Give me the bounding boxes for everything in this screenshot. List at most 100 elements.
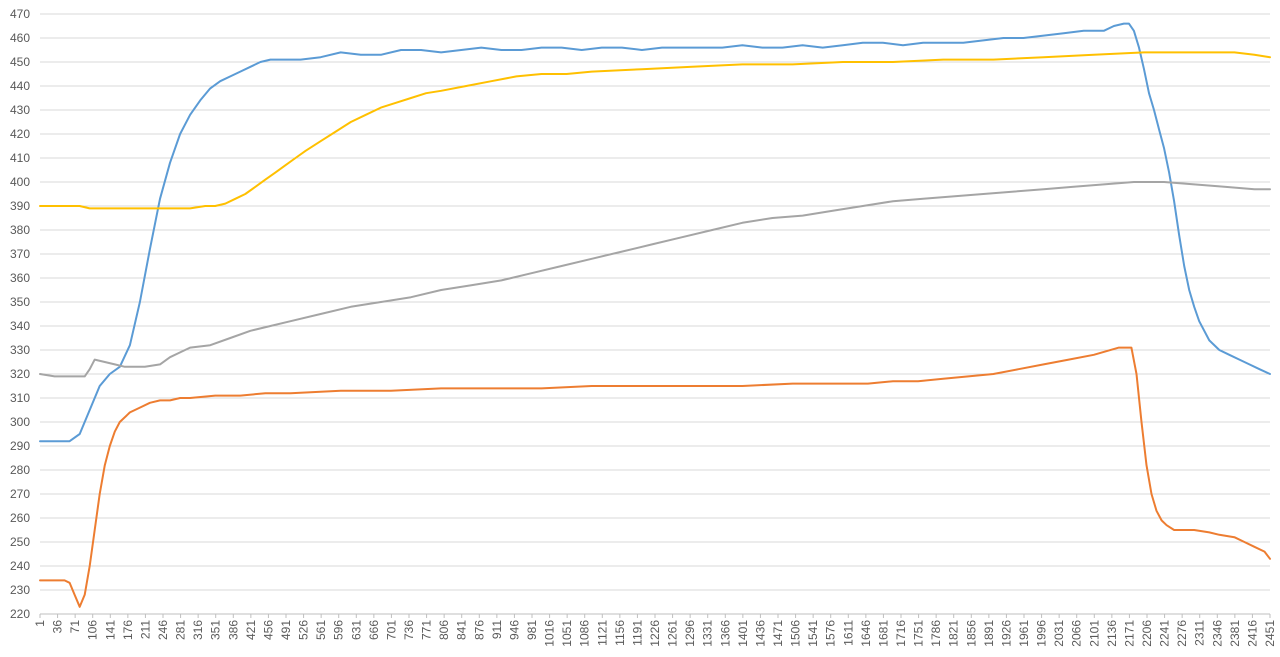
x-tick-label: 981 — [525, 620, 539, 640]
x-tick-label: 1296 — [683, 620, 697, 647]
y-tick-label: 470 — [10, 7, 30, 21]
x-tick-label: 421 — [244, 620, 258, 640]
y-tick-label: 450 — [10, 55, 30, 69]
x-tick-label: 2416 — [1245, 620, 1259, 647]
x-tick-label: 2101 — [1087, 620, 1101, 647]
x-tick-label: 736 — [402, 620, 416, 640]
x-tick-label: 1506 — [789, 620, 803, 647]
x-tick-label: 386 — [226, 620, 240, 640]
series-lines — [39, 22, 1271, 608]
x-tick-label: 1856 — [964, 620, 978, 647]
y-tick-label: 320 — [10, 367, 30, 381]
y-tick-label: 360 — [10, 271, 30, 285]
x-tick-label: 631 — [349, 620, 363, 640]
x-tick-label: 2136 — [1105, 620, 1119, 647]
y-axis-tick-labels: 220 230 240 250 260 270 280 290 300 310 320 330 340 3… — [10, 7, 30, 621]
y-tick-label: 310 — [10, 391, 30, 405]
x-tick-label: 1261 — [666, 620, 680, 647]
y-tick-label: 380 — [10, 223, 30, 237]
series-line-4 — [39, 51, 1271, 210]
x-tick-label: 1541 — [806, 620, 820, 647]
x-tick-label: 1646 — [859, 620, 873, 647]
x-tick-label: 2241 — [1158, 620, 1172, 647]
x-tick-label: 1 — [33, 620, 47, 627]
series-line-1 — [39, 22, 1271, 443]
y-tick-label: 440 — [10, 79, 30, 93]
x-tick-label: 1926 — [999, 620, 1013, 647]
series-line-3 — [39, 181, 1271, 378]
y-tick-label: 460 — [10, 31, 30, 45]
x-tick-label: 701 — [384, 620, 398, 640]
y-tick-label: 270 — [10, 487, 30, 501]
series-line-2 — [39, 346, 1271, 608]
y-tick-label: 220 — [10, 607, 30, 621]
x-tick-label: 1331 — [701, 620, 715, 647]
x-tick-label: 106 — [86, 620, 100, 640]
y-tick-label: 300 — [10, 415, 30, 429]
x-tick-label: 211 — [138, 620, 152, 639]
y-tick-label: 250 — [10, 535, 30, 549]
x-tick-label: 351 — [209, 620, 223, 640]
x-tick-label: 456 — [261, 620, 275, 640]
x-tick-label: 1961 — [1017, 620, 1031, 647]
y-tick-label: 430 — [10, 103, 30, 117]
x-tick-label: 771 — [420, 620, 434, 640]
x-tick-label: 1576 — [824, 620, 838, 647]
x-tick-label: 526 — [297, 620, 311, 640]
x-tick-label: 71 — [68, 620, 82, 634]
y-tick-label: 230 — [10, 583, 30, 597]
x-tick-label: 2276 — [1175, 620, 1189, 647]
x-tick-label: 911 — [490, 620, 504, 639]
x-tick-label: 141 — [103, 620, 117, 640]
x-tick-label: 946 — [507, 620, 521, 640]
x-tick-label: 2451 — [1263, 620, 1277, 647]
x-axis-tick-labels: 1 36 71 106 141 176 211 246 281 316 351 386 421 456 49… — [33, 614, 1277, 647]
x-tick-label: 2031 — [1052, 620, 1066, 647]
x-tick-label: 1226 — [648, 620, 662, 647]
x-tick-label: 1401 — [736, 620, 750, 647]
x-tick-label: 1156 — [613, 620, 627, 646]
x-tick-label: 2381 — [1228, 620, 1242, 647]
x-tick-label: 2311 — [1193, 620, 1207, 646]
x-tick-label: 1716 — [894, 620, 908, 647]
x-tick-label: 246 — [156, 620, 170, 640]
x-tick-label: 176 — [121, 620, 135, 640]
x-tick-label: 1821 — [947, 620, 961, 647]
y-tick-label: 340 — [10, 319, 30, 333]
y-tick-label: 420 — [10, 127, 30, 141]
x-tick-label: 561 — [314, 620, 328, 640]
y-tick-label: 290 — [10, 439, 30, 453]
x-tick-label: 596 — [332, 620, 346, 640]
x-tick-label: 1471 — [771, 620, 785, 647]
x-tick-label: 36 — [51, 620, 65, 634]
y-tick-label: 260 — [10, 511, 30, 525]
x-tick-label: 1121 — [595, 620, 609, 646]
x-tick-label: 2206 — [1140, 620, 1154, 647]
x-tick-label: 1891 — [982, 620, 996, 647]
y-tick-label: 370 — [10, 247, 30, 261]
x-tick-label: 1366 — [718, 620, 732, 647]
x-tick-label: 1086 — [578, 620, 592, 647]
x-tick-label: 2346 — [1210, 620, 1224, 647]
y-tick-label: 280 — [10, 463, 30, 477]
x-tick-label: 1191 — [630, 620, 644, 646]
x-tick-label: 1751 — [912, 620, 926, 647]
x-tick-label: 1681 — [876, 620, 890, 647]
x-tick-label: 1786 — [929, 620, 943, 647]
x-tick-label: 491 — [279, 620, 293, 640]
x-tick-label: 1611 — [841, 620, 855, 646]
x-tick-label: 666 — [367, 620, 381, 640]
y-tick-label: 350 — [10, 295, 30, 309]
y-tick-label: 410 — [10, 151, 30, 165]
x-tick-label: 316 — [191, 620, 205, 640]
x-tick-label: 1996 — [1035, 620, 1049, 647]
x-tick-label: 2066 — [1070, 620, 1084, 647]
y-tick-label: 400 — [10, 175, 30, 189]
x-tick-label: 1051 — [560, 620, 574, 647]
y-tick-label: 330 — [10, 343, 30, 357]
x-tick-label: 876 — [472, 620, 486, 640]
x-tick-label: 841 — [455, 620, 469, 640]
x-tick-label: 281 — [174, 620, 188, 640]
